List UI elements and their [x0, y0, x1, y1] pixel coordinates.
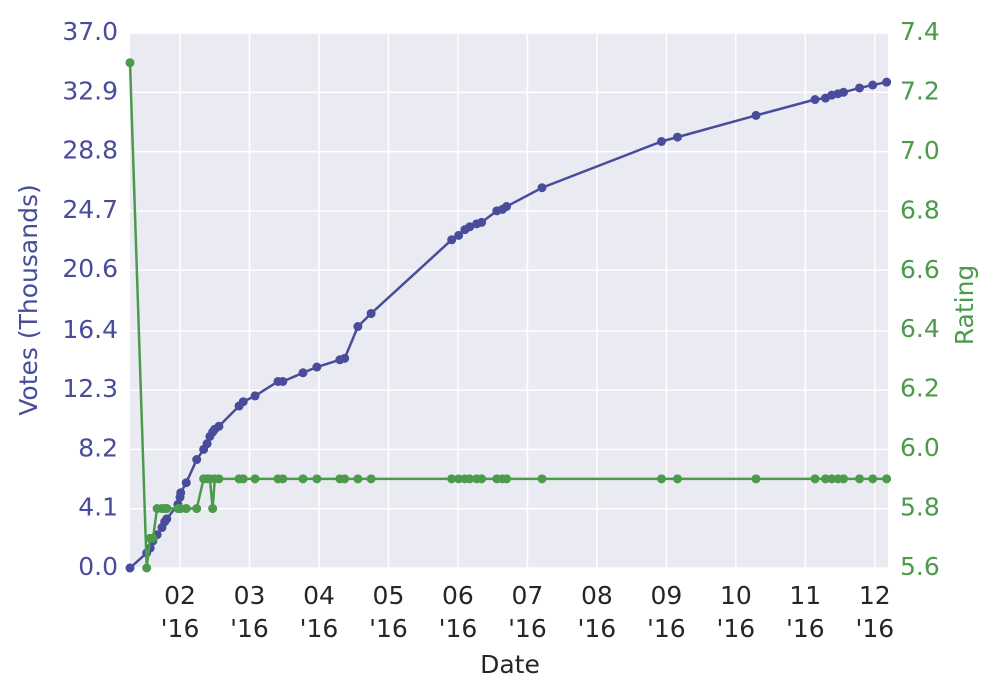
- point: [839, 474, 849, 484]
- point: [214, 421, 224, 431]
- point: [447, 474, 457, 484]
- point: [810, 95, 820, 105]
- point: [162, 514, 172, 524]
- point: [868, 474, 878, 484]
- point: [447, 235, 457, 245]
- point: [250, 474, 260, 484]
- point: [454, 230, 464, 240]
- x-tick-label: 11'16: [786, 581, 825, 643]
- point: [839, 87, 849, 97]
- y-tick-label: 8.2: [78, 433, 118, 462]
- x-tick-label: 08'16: [578, 581, 617, 643]
- point: [465, 474, 475, 484]
- point: [820, 474, 830, 484]
- y2-tick-label: 5.8: [900, 493, 940, 522]
- point: [657, 474, 667, 484]
- point: [162, 504, 172, 514]
- y2-tick-label: 7.4: [900, 17, 940, 46]
- y-tick-label: 28.8: [62, 136, 118, 165]
- point: [537, 474, 547, 484]
- point: [238, 474, 248, 484]
- y2-tick-label: 6.2: [900, 374, 940, 403]
- point: [181, 504, 191, 514]
- y2-axis-label: Rating: [950, 265, 979, 346]
- point: [278, 474, 288, 484]
- point: [192, 504, 202, 514]
- point: [125, 58, 135, 68]
- point: [855, 83, 865, 93]
- y2-tick-label: 5.6: [900, 552, 940, 581]
- point: [176, 488, 186, 498]
- y-tick-label: 12.3: [62, 374, 118, 403]
- point: [465, 222, 475, 232]
- y2-tick-label: 7.0: [900, 136, 940, 165]
- y-tick-label: 37.0: [62, 17, 118, 46]
- point: [340, 353, 350, 363]
- point: [298, 368, 308, 378]
- point: [181, 478, 191, 488]
- y2-tick-label: 6.8: [900, 195, 940, 224]
- x-tick-label: 09'16: [647, 581, 686, 643]
- point: [250, 391, 260, 401]
- point: [657, 136, 667, 146]
- point: [312, 362, 322, 372]
- x-tick-label: 12'16: [855, 581, 894, 643]
- y-tick-label: 0.0: [78, 552, 118, 581]
- point: [868, 80, 878, 90]
- x-tick-label: 06'16: [439, 581, 478, 643]
- y-tick-label: 24.7: [62, 195, 118, 224]
- y2-tick-label: 7.2: [900, 76, 940, 105]
- point: [454, 474, 464, 484]
- y-tick-label: 20.6: [62, 254, 118, 283]
- x-tick-label: 05'16: [369, 581, 408, 643]
- point: [882, 474, 892, 484]
- y-tick-label: 32.9: [62, 76, 118, 105]
- point: [202, 439, 212, 449]
- x-tick-label: 07'16: [508, 581, 547, 643]
- point: [214, 474, 224, 484]
- point: [672, 132, 682, 142]
- x-axis-label: Date: [480, 650, 540, 679]
- y-tick-label: 4.1: [78, 493, 118, 522]
- point: [278, 376, 288, 386]
- point: [855, 474, 865, 484]
- y-axis-label: Votes (Thousands): [14, 184, 43, 415]
- point: [477, 217, 487, 227]
- point: [208, 504, 218, 514]
- point: [353, 322, 363, 332]
- x-tick-label: 10'16: [717, 581, 756, 643]
- point: [142, 563, 152, 573]
- point: [502, 202, 512, 212]
- y2-tick-label: 6.0: [900, 433, 940, 462]
- point: [366, 309, 376, 319]
- point: [353, 474, 363, 484]
- point: [340, 474, 350, 484]
- y-tick-label: 16.4: [62, 315, 118, 344]
- y2-tick-label: 6.6: [900, 255, 940, 284]
- point: [148, 533, 158, 543]
- point: [810, 474, 820, 484]
- point: [751, 474, 761, 484]
- point: [192, 455, 202, 465]
- point: [298, 474, 308, 484]
- x-tick-label: 03'16: [230, 581, 269, 643]
- point: [537, 183, 547, 193]
- point: [238, 397, 248, 407]
- point: [827, 474, 837, 484]
- x-tick-label: 04'16: [300, 581, 339, 643]
- point: [125, 563, 135, 573]
- point: [502, 474, 512, 484]
- point: [366, 474, 376, 484]
- point: [751, 110, 761, 120]
- x-tick-label: 02'16: [161, 581, 200, 643]
- y2-tick-label: 6.4: [900, 314, 940, 343]
- point: [882, 77, 892, 87]
- point: [672, 474, 682, 484]
- point: [312, 474, 322, 484]
- plot-area: [130, 33, 888, 568]
- point: [477, 474, 487, 484]
